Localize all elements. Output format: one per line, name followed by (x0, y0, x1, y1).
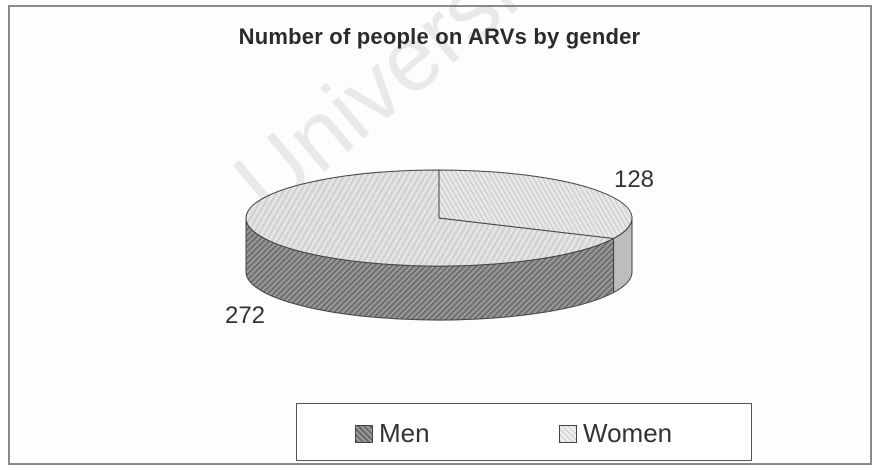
legend-item-men: Men (355, 418, 430, 449)
legend-item-women: Women (559, 418, 672, 449)
legend-swatch-men (355, 424, 373, 443)
data-label-women: 128 (614, 166, 654, 193)
pie-slice-men (245, 169, 616, 267)
legend: Men Women (296, 403, 752, 461)
legend-label-women: Women (583, 418, 673, 448)
chart-title: Number of people on ARVs by gender (238, 24, 641, 49)
legend-swatch-women (559, 424, 577, 443)
data-label-men: 272 (225, 302, 265, 329)
pie-slice-women (438, 169, 633, 239)
legend-label-men: Men (379, 418, 430, 448)
